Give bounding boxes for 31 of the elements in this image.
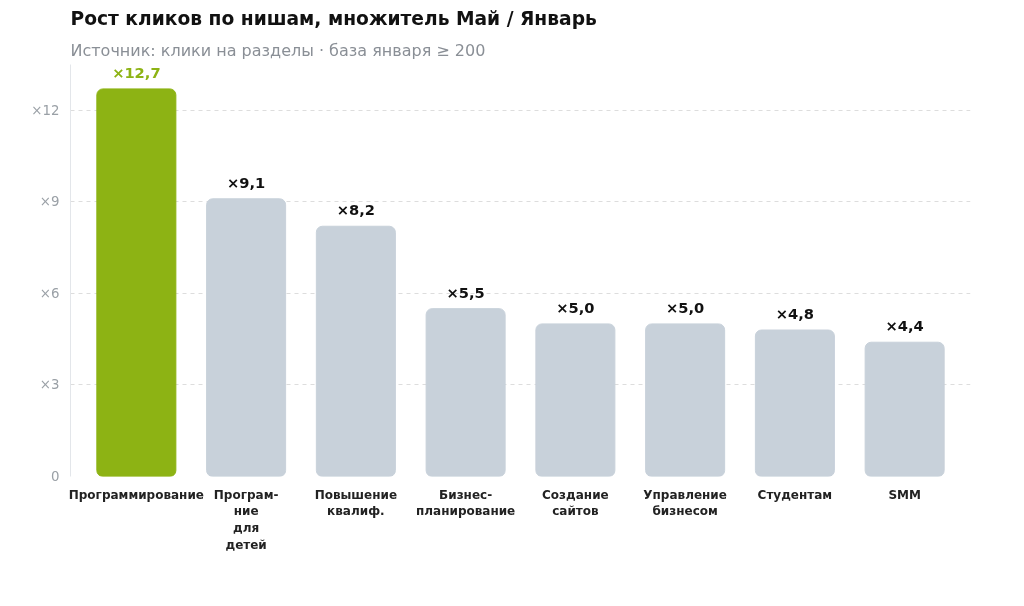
bar (754, 329, 835, 477)
y-tick-label: ×3 (39, 377, 60, 393)
data-label: ×5,0 (666, 298, 705, 316)
chart-title: Рост кликов по нишам, множитель Май / Январь (70, 7, 597, 29)
x-tick-label: Програм- ние для детей (213, 487, 279, 552)
bar (864, 341, 945, 477)
data-label: ×9,1 (226, 173, 266, 191)
x-tick-label: Управление бизнесом (643, 487, 727, 519)
data-label: ×12,7 (112, 63, 161, 81)
x-tick-label: Студентам (757, 487, 833, 502)
bar (425, 308, 506, 477)
y-tick-label: ×12 (31, 102, 60, 118)
bar (645, 323, 726, 477)
data-label: ×5,0 (556, 298, 595, 316)
bar (206, 198, 287, 477)
bar (535, 323, 616, 477)
x-tick-label: Создание сайтов (542, 487, 609, 519)
y-tick-label: 0 (51, 469, 60, 484)
data-label: ×4,8 (775, 305, 815, 323)
bar (315, 225, 396, 477)
y-tick-label: ×6 (39, 285, 60, 301)
x-tick-label: Бизнес- планирование (416, 487, 516, 519)
y-tick-label: ×9 (39, 194, 60, 210)
chart-subtitle: Источник: клики на разделы · база января ≥ 200 (70, 40, 486, 60)
data-label: ×5,5 (446, 283, 485, 301)
x-tick-label: Повышение квалиф. (314, 487, 398, 519)
bar (96, 88, 177, 477)
x-tick-label: SMM (888, 487, 921, 502)
data-label: ×4,4 (885, 317, 924, 335)
data-label: ×8,2 (336, 201, 375, 219)
x-tick-label: Программирование (68, 487, 204, 502)
